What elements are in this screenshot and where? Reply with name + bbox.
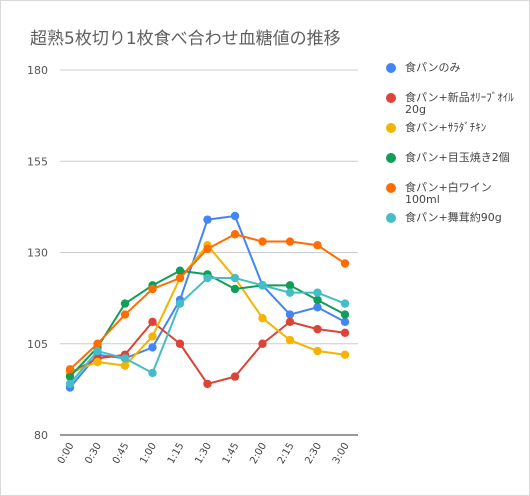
data-point[interactable] — [258, 339, 267, 348]
series-line-5 — [69, 233, 346, 371]
data-point[interactable] — [313, 324, 322, 334]
legend-label: 食パン+目玉焼き2個 — [405, 151, 510, 164]
x-tick-label: 1:30 — [193, 441, 214, 466]
legend-swatch — [386, 63, 396, 73]
data-point[interactable] — [285, 237, 295, 246]
data-point[interactable] — [313, 295, 322, 305]
series-line-4 — [69, 269, 346, 378]
legend-swatch — [386, 153, 396, 163]
legend-item[interactable]: 食パン+ｻﾗﾀﾞﾁｷﾝ — [384, 122, 524, 150]
data-point[interactable] — [175, 339, 185, 348]
data-point[interactable] — [340, 299, 350, 308]
data-point[interactable] — [120, 354, 130, 363]
data-point[interactable] — [175, 273, 185, 283]
data-point[interactable] — [120, 361, 130, 370]
data-point[interactable] — [285, 288, 295, 297]
series-line-2 — [69, 320, 346, 385]
data-point[interactable] — [285, 335, 295, 345]
data-point[interactable] — [65, 379, 75, 389]
x-tick-label: 2:30 — [303, 441, 324, 466]
data-point[interactable] — [65, 372, 75, 381]
legend: 食パンのみ食パン+新品ｵﾘｰﾌﾞｵｲﾙ20g 食パン+ｻﾗﾀﾞﾁｷﾝ 食パン+目玉焼… — [384, 62, 524, 242]
x-tick-label: 0:00 — [56, 441, 77, 466]
series-line-6 — [69, 277, 346, 385]
data-point[interactable] — [120, 310, 130, 319]
legend-swatch — [386, 123, 396, 133]
legend-label: 食パン+新品ｵﾘｰﾌﾞｵｲﾙ20g — [405, 91, 514, 116]
data-point[interactable] — [175, 266, 185, 275]
legend-item[interactable]: 食パンのみ — [384, 62, 524, 90]
data-point[interactable] — [93, 357, 102, 367]
data-point[interactable] — [285, 317, 295, 327]
data-point[interactable] — [148, 284, 157, 294]
legend-swatch — [386, 183, 396, 193]
x-tick-label: 1:15 — [166, 441, 187, 466]
x-tick-label: 0:45 — [111, 441, 132, 466]
data-point[interactable] — [230, 211, 240, 221]
legend-item[interactable]: 食パン+白ワイン100ml — [384, 182, 524, 210]
x-tick-label: 3:00 — [331, 441, 352, 466]
legend-item[interactable]: 食パン+舞茸約90g — [384, 212, 524, 240]
chart-title: 超熟5枚切り1枚食べ合わせ血糖値の推移 — [30, 29, 341, 49]
y-tick-label: 180 — [27, 64, 48, 77]
data-point[interactable] — [340, 259, 350, 268]
x-tick-label: 1:00 — [138, 441, 159, 466]
y-tick-label: 155 — [27, 155, 48, 168]
legend-swatch — [386, 93, 396, 103]
data-point[interactable] — [148, 332, 157, 341]
legend-label: 食パン+白ワイン100ml — [405, 181, 492, 206]
data-point[interactable] — [203, 244, 212, 254]
y-tick-label: 80 — [34, 429, 48, 442]
data-point[interactable] — [93, 339, 102, 348]
data-point[interactable] — [203, 273, 212, 283]
legend-label: 食パン+ｻﾗﾀﾞﾁｷﾝ — [405, 121, 487, 134]
data-point[interactable] — [258, 281, 267, 290]
data-point[interactable] — [340, 328, 350, 337]
legend-item[interactable]: 食パン+目玉焼き2個 — [384, 152, 524, 180]
data-point[interactable] — [148, 343, 157, 352]
data-point[interactable] — [65, 365, 75, 374]
x-tick-label: 2:00 — [248, 441, 269, 466]
data-point[interactable] — [313, 288, 322, 297]
data-point[interactable] — [285, 310, 295, 319]
data-point[interactable] — [258, 314, 267, 323]
data-point[interactable] — [230, 284, 240, 294]
data-point[interactable] — [175, 299, 185, 308]
data-point[interactable] — [203, 215, 212, 224]
data-point[interactable] — [340, 310, 350, 319]
data-point[interactable] — [258, 237, 267, 246]
data-point[interactable] — [313, 346, 322, 356]
y-tick-label: 130 — [27, 247, 48, 260]
data-point[interactable] — [230, 230, 240, 239]
legend-swatch — [386, 213, 396, 223]
data-point[interactable] — [203, 379, 212, 389]
x-tick-label: 0:30 — [83, 441, 104, 466]
data-point[interactable] — [340, 317, 350, 327]
data-point[interactable] — [285, 281, 295, 290]
data-point[interactable] — [340, 350, 350, 359]
data-point[interactable] — [313, 303, 322, 312]
data-point[interactable] — [230, 372, 240, 381]
y-tick-label: 105 — [27, 338, 48, 351]
data-point[interactable] — [120, 299, 130, 308]
x-tick-label: 1:45 — [221, 441, 242, 466]
legend-item[interactable]: 食パン+新品ｵﾘｰﾌﾞｵｲﾙ20g — [384, 92, 524, 120]
legend-label: 食パン+舞茸約90g — [405, 211, 502, 224]
data-point[interactable] — [93, 346, 102, 356]
data-point[interactable] — [230, 273, 240, 283]
legend-label: 食パンのみ — [405, 61, 461, 74]
x-tick-label: 2:15 — [276, 441, 297, 466]
data-point[interactable] — [148, 368, 157, 378]
data-point[interactable] — [313, 241, 322, 250]
data-point[interactable] — [148, 317, 157, 327]
